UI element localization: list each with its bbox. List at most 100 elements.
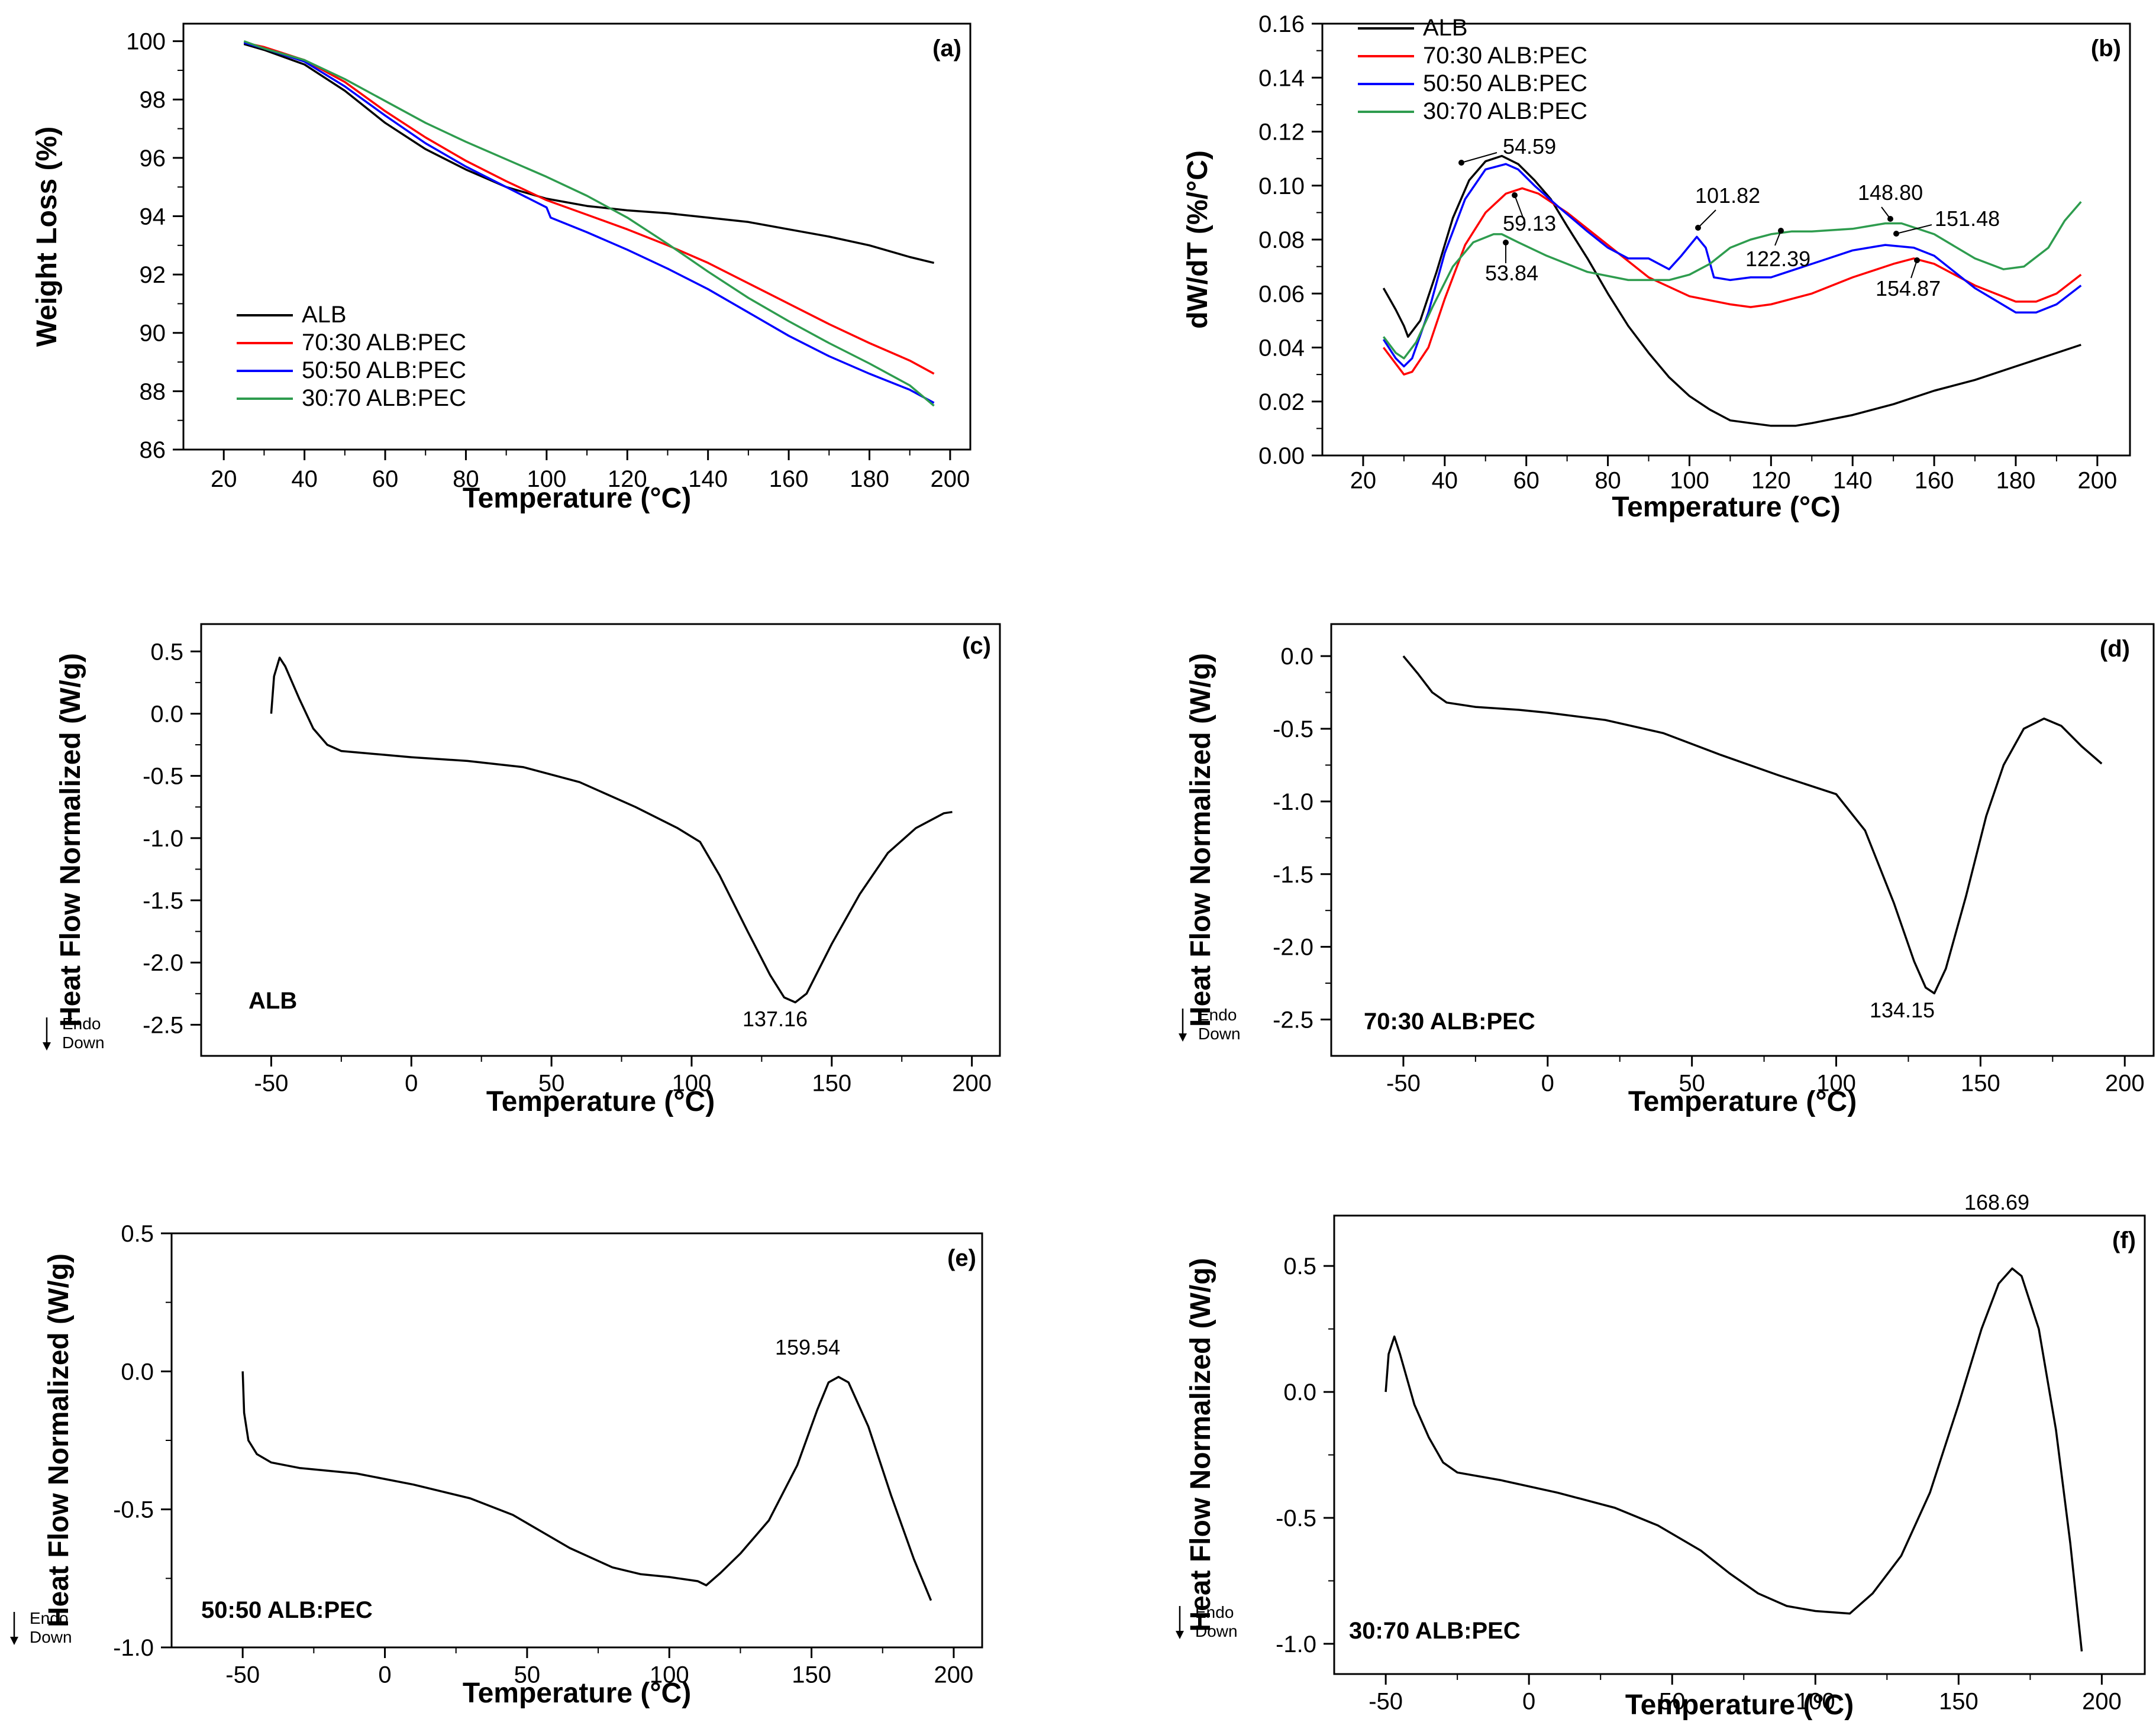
x-tick-label: 80	[453, 466, 479, 492]
x-tick-label: 100	[527, 466, 566, 492]
y-axis-title: Heat Flow Normalized (W/g)	[55, 653, 86, 1027]
peak-label: 134.15	[1870, 998, 1935, 1022]
annotation-label: 101.82	[1695, 183, 1760, 208]
x-tick-label: 200	[934, 1662, 974, 1688]
x-tick-label: 120	[1751, 468, 1791, 494]
legend-label: 50:50 ALB:PEC	[302, 357, 466, 383]
series-line	[241, 1371, 932, 1601]
x-axis-title: Temperature (°C)	[1612, 492, 1840, 523]
legend-label: 70:30 ALB:PEC	[1423, 43, 1587, 69]
annotation-arrow	[1461, 152, 1497, 163]
x-tick-label: 50	[538, 1070, 565, 1096]
y-tick-label: 92	[140, 262, 166, 288]
y-tick-label: -1.0	[1276, 1631, 1316, 1657]
y-tick-label: -0.5	[1273, 716, 1313, 742]
sample-label: 50:50 ALB:PEC	[201, 1597, 373, 1623]
x-axis-title: Temperature (°C)	[463, 1678, 691, 1709]
plot-frame	[1333, 1214, 2146, 1675]
y-tick-label: -2.5	[1273, 1007, 1313, 1033]
annotation-arrowhead	[1503, 240, 1509, 245]
series-line	[243, 40, 935, 407]
x-tick-label: 200	[931, 466, 970, 492]
panel-label: (e)	[947, 1245, 976, 1271]
y-tick-label: 0.14	[1258, 65, 1305, 91]
y-tick-label: 86	[140, 437, 166, 463]
y-axis-title: Weight Loss (%)	[31, 127, 63, 347]
y-tick-label: 0.5	[150, 639, 183, 665]
x-tick-label: 180	[1996, 468, 2036, 494]
peak-label: 137.16	[743, 1007, 808, 1031]
y-tick-label: 0.12	[1258, 119, 1305, 146]
x-tick-label: 20	[1350, 468, 1377, 494]
y-tick-label: 90	[140, 321, 166, 347]
x-tick-label: 100	[650, 1662, 689, 1688]
plot-frame	[170, 1232, 983, 1649]
series-line	[243, 41, 935, 375]
x-tick-label: 40	[291, 466, 318, 492]
annotation-label: 148.80	[1858, 180, 1923, 205]
y-axis-title: Heat Flow Normalized (W/g)	[1185, 1258, 1216, 1631]
y-tick-label: 0.10	[1258, 173, 1305, 199]
series-line	[243, 41, 935, 404]
chart-panel-2: -50 0 50 100 150 200 -2.5 -2.0 -1.5 -1.0 -0.5 0.0 0.…	[43, 623, 1001, 1117]
annotation-label: 154.87	[1876, 276, 1941, 300]
y-tick-label: 0.16	[1258, 11, 1305, 37]
y-tick-label: 0.0	[1280, 644, 1313, 670]
series-line	[1402, 655, 2103, 995]
panel-label: (c)	[962, 633, 991, 659]
y-tick-label: 0.0	[121, 1359, 154, 1385]
y-tick-label: -1.0	[113, 1635, 154, 1661]
x-tick-label: 120	[608, 466, 647, 492]
x-tick-label: 160	[769, 466, 809, 492]
chart-panel-3: -50 0 50 100 150 200 -2.5 -2.0 -1.5 -1.0 -0.5 0.0 Te…	[1179, 623, 2155, 1117]
y-tick-label: -1.5	[143, 888, 183, 914]
series-line	[1383, 201, 2082, 360]
chart-panel-4: -50 0 50 100 150 200 -1.0 -0.5 0.0 0.5 Temperature…	[10, 1221, 983, 1709]
x-tick-label: 50	[514, 1662, 541, 1688]
down-label: Down	[30, 1628, 72, 1646]
x-tick-label: 140	[1833, 468, 1873, 494]
endo-down-arrowhead	[43, 1042, 51, 1051]
endo-down-arrowhead	[1176, 1631, 1184, 1639]
plot-frame	[182, 22, 972, 451]
down-label: Down	[62, 1033, 105, 1052]
x-tick-label: -50	[1386, 1070, 1421, 1096]
annotation-arrowhead	[1512, 192, 1518, 198]
y-tick-label: -1.0	[1273, 789, 1313, 815]
legend-label: 30:70 ALB:PEC	[1423, 98, 1587, 124]
x-axis-title: Temperature (°C)	[1628, 1086, 1857, 1117]
annotation-label: 151.48	[1935, 206, 2000, 231]
x-tick-label: 200	[2077, 468, 2117, 494]
panel-label: (f)	[2112, 1227, 2136, 1253]
annotation-arrowhead	[1914, 257, 1920, 263]
y-tick-label: -0.5	[143, 764, 183, 790]
legend-label: 30:70 ALB:PEC	[302, 385, 466, 411]
annotation-arrowhead	[1778, 228, 1784, 234]
x-tick-label: 100	[1670, 468, 1709, 494]
peak-label: 159.54	[775, 1335, 840, 1359]
sample-label: ALB	[248, 988, 297, 1014]
series-line	[1382, 163, 2082, 368]
y-tick-label: 0.5	[121, 1221, 154, 1247]
y-tick-label: 94	[140, 203, 166, 230]
y-tick-label: 0.0	[1283, 1379, 1316, 1405]
x-tick-label: 160	[1915, 468, 1954, 494]
x-tick-label: 50	[1659, 1688, 1686, 1714]
x-tick-label: 100	[1796, 1688, 1835, 1714]
y-axis-title: dW/dT (%/°C)	[1182, 150, 1213, 329]
sample-label: 30:70 ALB:PEC	[1349, 1618, 1521, 1644]
chart-panel-5: -50 0 50 100 150 200 -1.0 -0.5 0.0 0.5 Temperature…	[1176, 1190, 2146, 1721]
chart-panel-1: 20 40 60 80 100 120 140 160 180 200 0.00 0.02 0.04 0.…	[1182, 11, 2131, 523]
panel-label: (a)	[932, 35, 961, 62]
annotation-label: 54.59	[1503, 134, 1556, 159]
x-tick-label: 0	[1541, 1070, 1554, 1096]
series-line	[243, 43, 935, 264]
x-axis-title: Temperature (°C)	[1625, 1689, 1854, 1721]
y-tick-label: 0.5	[1283, 1253, 1316, 1279]
y-tick-label: 0.06	[1258, 281, 1305, 307]
x-tick-label: 140	[688, 466, 728, 492]
y-tick-label: 98	[140, 87, 166, 113]
x-tick-label: 200	[952, 1070, 992, 1096]
x-tick-label: 50	[1679, 1070, 1705, 1096]
